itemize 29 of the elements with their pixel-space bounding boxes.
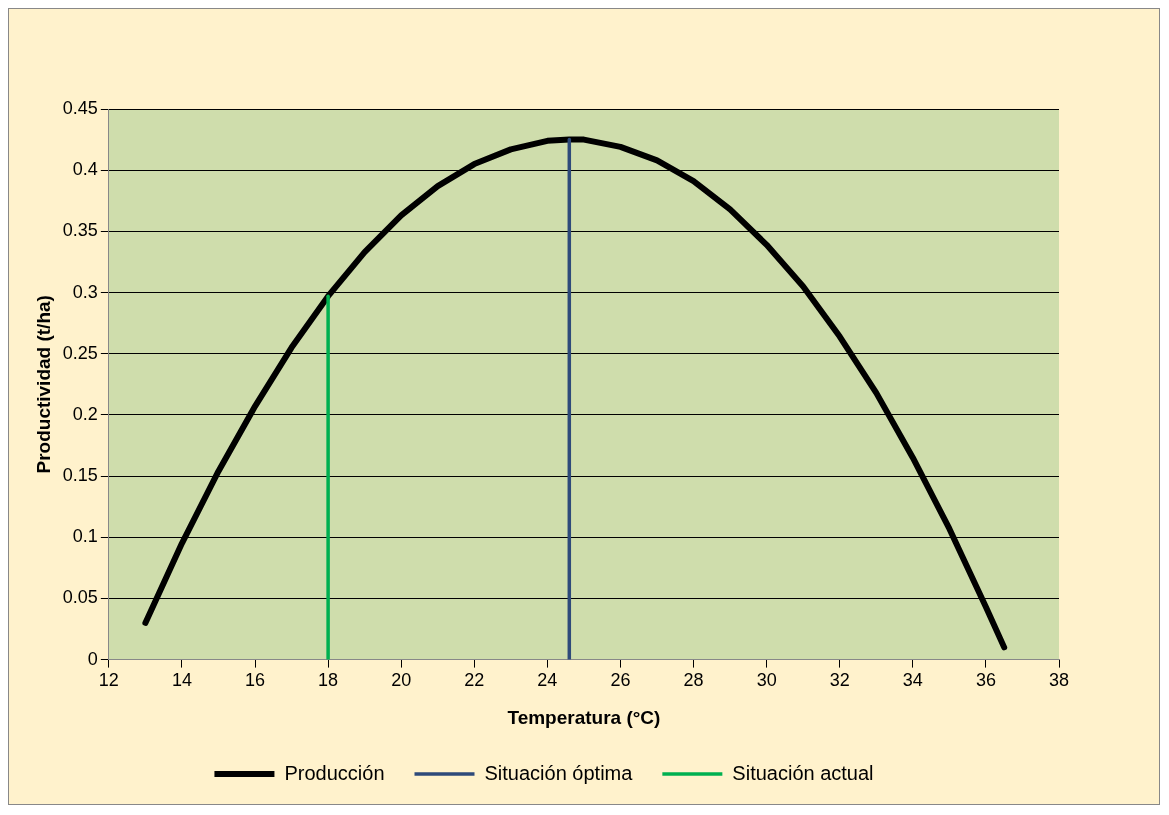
- x-tick-label: 36: [975, 670, 996, 691]
- y-tick-label: 0.15: [62, 465, 98, 486]
- y-tick-label: 0.05: [62, 587, 98, 608]
- x-tick-label: 30: [756, 670, 777, 691]
- x-tick-label: 18: [318, 670, 339, 691]
- x-axis-title: Temperatura (°C): [507, 706, 661, 728]
- y-tick-label: 0.25: [62, 342, 98, 363]
- x-tick-label: 38: [1048, 670, 1070, 691]
- y-tick-label: 0.2: [72, 403, 98, 424]
- y-tick-label: 0: [87, 648, 98, 669]
- x-tick-label: 14: [171, 670, 192, 691]
- x-tick-label: 32: [829, 670, 850, 691]
- x-tick-label: 16: [245, 670, 266, 691]
- y-tick-label: 0.45: [62, 97, 98, 118]
- y-tick-label: 0.3: [72, 281, 98, 302]
- x-tick-label: 12: [98, 670, 119, 691]
- x-tick-label: 20: [391, 670, 412, 691]
- legend-label: Producción: [284, 761, 385, 784]
- x-tick-label: 28: [683, 670, 704, 691]
- y-tick-label: 0.35: [62, 220, 98, 241]
- x-tick-label: 24: [537, 670, 558, 691]
- x-tick-label: 22: [464, 670, 485, 691]
- x-tick-label: 34: [902, 670, 923, 691]
- y-tick-label: 0.4: [72, 159, 98, 180]
- legend-label: Situación óptima: [484, 761, 634, 784]
- x-tick-label: 26: [610, 670, 631, 691]
- y-axis-title: Productividad (t/ha): [32, 295, 54, 474]
- legend-label: Situación actual: [732, 761, 874, 784]
- y-tick-label: 0.1: [72, 526, 98, 547]
